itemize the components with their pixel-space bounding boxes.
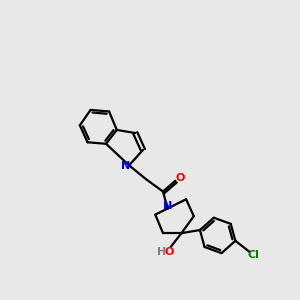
Text: O: O	[164, 247, 174, 256]
Text: O: O	[175, 173, 184, 184]
Text: H: H	[157, 247, 166, 256]
Text: Cl: Cl	[248, 250, 260, 260]
Text: N: N	[122, 161, 131, 171]
Text: N: N	[163, 201, 172, 211]
